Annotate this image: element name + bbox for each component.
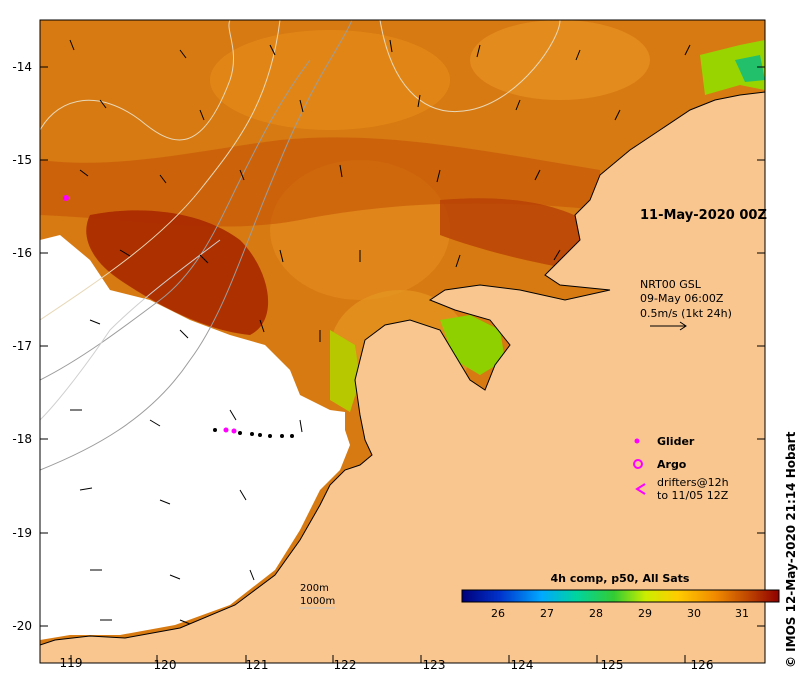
contour-legend: 200m 1000m xyxy=(300,583,335,609)
x-tick-119: 119 xyxy=(60,656,83,670)
glider-legend-icon xyxy=(634,438,640,444)
y-tick-14: -14 xyxy=(12,60,32,74)
wind-vectors xyxy=(69,39,691,625)
drifter-track xyxy=(213,428,294,438)
no-data-area xyxy=(40,235,350,640)
land xyxy=(40,91,765,663)
marker-legend: Glider Argo drifters@12h to 11/05 12Z xyxy=(633,435,729,502)
contour-200: 200m xyxy=(300,583,329,594)
legend-glider: Glider xyxy=(657,435,695,448)
cbar-tick-28: 28 xyxy=(589,607,603,620)
cbar-tick-27: 27 xyxy=(540,607,554,620)
wind-scale-block: NRT00 GSL 09-May 06:00Z 0.5m/s (1kt 24h) xyxy=(640,278,732,331)
y-tick-17: -17 xyxy=(12,339,32,353)
colorbar-title: 4h comp, p50, All Sats xyxy=(551,572,690,585)
x-tick-122: 122 xyxy=(334,658,357,672)
legend-argo: Argo xyxy=(657,458,687,471)
y-tick-15: -15 xyxy=(12,153,32,167)
cbar-tick-31: 31 xyxy=(735,607,749,620)
x-tick-126: 126 xyxy=(691,658,714,672)
x-tick-120: 120 xyxy=(154,658,177,672)
credit-text: © IMOS 12-May-2020 21:14 Hobart xyxy=(784,431,798,668)
map-frame xyxy=(39,19,766,664)
y-tick-18: -18 xyxy=(12,432,32,446)
cbar-tick-29: 29 xyxy=(638,607,652,620)
wind-time: 09-May 06:00Z xyxy=(640,292,724,305)
cbar-tick-30: 30 xyxy=(687,607,701,620)
y-tick-20: -20 xyxy=(12,619,32,633)
glider-markers xyxy=(63,195,237,434)
wind-scale-arrow-icon xyxy=(650,321,687,331)
x-tick-125: 125 xyxy=(601,658,624,672)
wind-scale: 0.5m/s (1kt 24h) xyxy=(640,307,732,320)
colorbar-gradient xyxy=(461,589,780,603)
legend-drifters-1: drifters@12h xyxy=(657,476,729,489)
wind-title: NRT00 GSL xyxy=(640,278,702,291)
cbar-tick-26: 26 xyxy=(491,607,505,620)
contour-1000: 1000m xyxy=(300,596,335,607)
drifter-legend-icon xyxy=(635,483,646,495)
legend-drifters-2: to 11/05 12Z xyxy=(657,489,729,502)
x-tick-123: 123 xyxy=(423,658,446,672)
x-tick-121: 121 xyxy=(246,658,269,672)
y-tick-19: -19 xyxy=(12,526,32,540)
x-tick-124: 124 xyxy=(511,658,534,672)
y-tick-16: -16 xyxy=(12,246,32,260)
argo-legend-icon xyxy=(633,459,643,469)
colorbar: 4h comp, p50, All Sats 26 27 28 29 30 31 xyxy=(461,572,780,620)
date-label: 11-May-2020 00Z xyxy=(640,208,767,223)
